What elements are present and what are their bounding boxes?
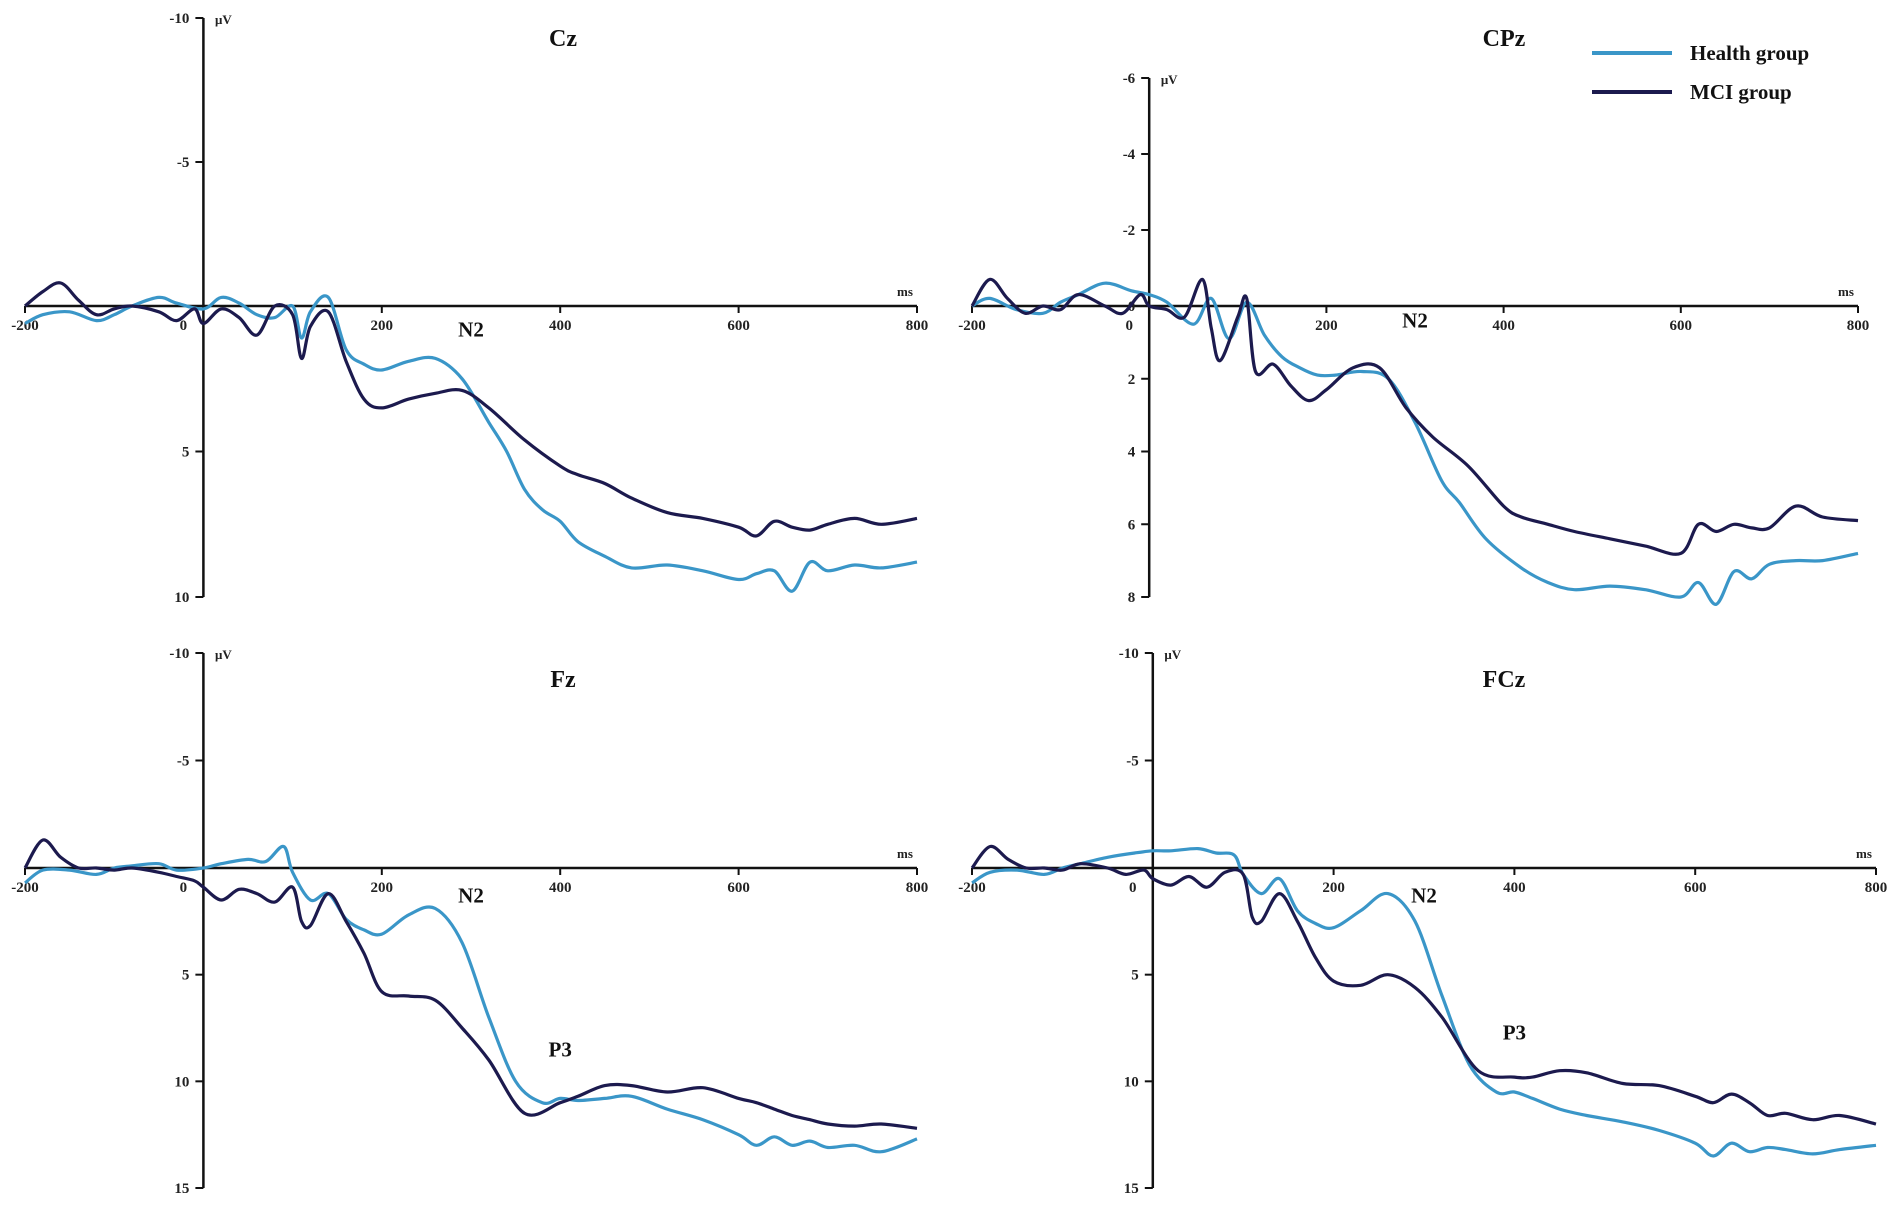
y-tick-label: 15 — [1124, 1181, 1139, 1197]
y-tick-label: 15 — [174, 1181, 189, 1197]
x-axis-unit: ms — [1856, 846, 1872, 861]
y-axis-unit: μV — [215, 647, 232, 662]
x-tick-label: 600 — [727, 318, 750, 334]
annotation-n2: N2 — [1402, 309, 1428, 333]
x-tick-label: -200 — [11, 318, 39, 334]
y-axis-unit: μV — [215, 12, 232, 27]
y-axis-unit: μV — [1161, 72, 1178, 87]
series-line-health-group — [24, 294, 918, 593]
y-tick-label: -6 — [1123, 71, 1136, 87]
series-line-mci-group — [970, 277, 1859, 556]
y-tick-label: -4 — [1123, 147, 1136, 163]
y-tick-label: -5 — [1126, 754, 1139, 770]
panel-fcz: -200 0 200 400 600 800 ms -10 -5 5 10 15 μV FCz N2 P3 — [958, 646, 1887, 1197]
x-axis-unit: ms — [897, 284, 913, 299]
x-tick-label: 800 — [1865, 880, 1888, 896]
panel-title: Cz — [549, 26, 577, 52]
y-tick-label: 6 — [1128, 517, 1136, 533]
series-line-mci-group — [23, 838, 918, 1130]
x-tick-label: 0 — [1125, 318, 1133, 334]
x-tick-label: -200 — [11, 880, 39, 896]
y-tick-label: 10 — [174, 590, 189, 606]
x-tick-label: 0 — [180, 318, 188, 334]
y-tick-label: -10 — [169, 646, 189, 662]
annotation-n2: N2 — [1411, 884, 1437, 908]
legend-label-health: Health group — [1690, 41, 1809, 65]
x-tick-label: -200 — [958, 880, 986, 896]
series-line-health-group — [971, 846, 1877, 1158]
x-tick-label: 400 — [549, 880, 572, 896]
annotation-n2: N2 — [458, 884, 484, 908]
y-tick-label: 5 — [1131, 968, 1139, 984]
x-tick-label: 800 — [906, 318, 929, 334]
y-tick-label: -2 — [1123, 223, 1136, 239]
x-tick-label: 600 — [1670, 318, 1693, 334]
series-line-health-group — [971, 281, 1859, 606]
x-tick-label: 400 — [1503, 880, 1526, 896]
y-tick-label: 2 — [1128, 372, 1136, 388]
x-tick-label: 400 — [549, 318, 572, 334]
y-tick-label: -5 — [177, 155, 190, 171]
y-tick-label: 4 — [1128, 445, 1136, 461]
x-tick-label: 0 — [180, 880, 188, 896]
x-tick-label: -200 — [958, 318, 986, 334]
x-tick-label: 200 — [1315, 318, 1338, 334]
panel-fz: -200 0 200 400 600 800 ms -10 -5 5 10 15 μV Fz N2 P3 — [11, 646, 928, 1197]
legend-label-mci: MCI group — [1690, 80, 1792, 104]
y-tick-label: 10 — [174, 1074, 189, 1090]
series-line-mci-group — [23, 281, 918, 538]
panel-cz: -200 0 200 400 600 800 ms -10 -5 5 10 μV Cz N2 — [11, 11, 928, 606]
annotation-p3: P3 — [1503, 1020, 1526, 1044]
y-axis-unit: μV — [1164, 647, 1181, 662]
panel-title: CPz — [1483, 26, 1526, 52]
y-tick-label: 10 — [1124, 1074, 1139, 1090]
y-tick-label: -10 — [1119, 646, 1139, 662]
annotation-n2: N2 — [458, 317, 484, 341]
y-tick-label: 5 — [182, 445, 190, 461]
annotation-p3: P3 — [549, 1037, 572, 1061]
x-tick-label: 600 — [1684, 880, 1707, 896]
x-axis-unit: ms — [897, 846, 913, 861]
x-axis-unit: ms — [1838, 284, 1854, 299]
x-tick-label: 0 — [1129, 880, 1137, 896]
y-tick-label: 8 — [1128, 590, 1136, 606]
x-tick-label: 800 — [906, 880, 929, 896]
x-tick-label: 200 — [1322, 880, 1345, 896]
x-tick-label: 800 — [1847, 318, 1870, 334]
y-tick-label: -10 — [169, 11, 189, 27]
panel-title: Fz — [550, 667, 576, 693]
x-tick-label: 200 — [371, 880, 394, 896]
series-line-mci-group — [970, 844, 1877, 1126]
legend: Health group MCI group — [1592, 41, 1809, 104]
x-tick-label: 200 — [371, 318, 394, 334]
y-tick-label: 5 — [182, 968, 190, 984]
series-line-health-group — [24, 844, 918, 1154]
x-tick-label: 600 — [727, 880, 750, 896]
x-tick-label: 400 — [1492, 318, 1515, 334]
y-tick-label: -5 — [177, 754, 190, 770]
panel-title: FCz — [1483, 667, 1526, 693]
